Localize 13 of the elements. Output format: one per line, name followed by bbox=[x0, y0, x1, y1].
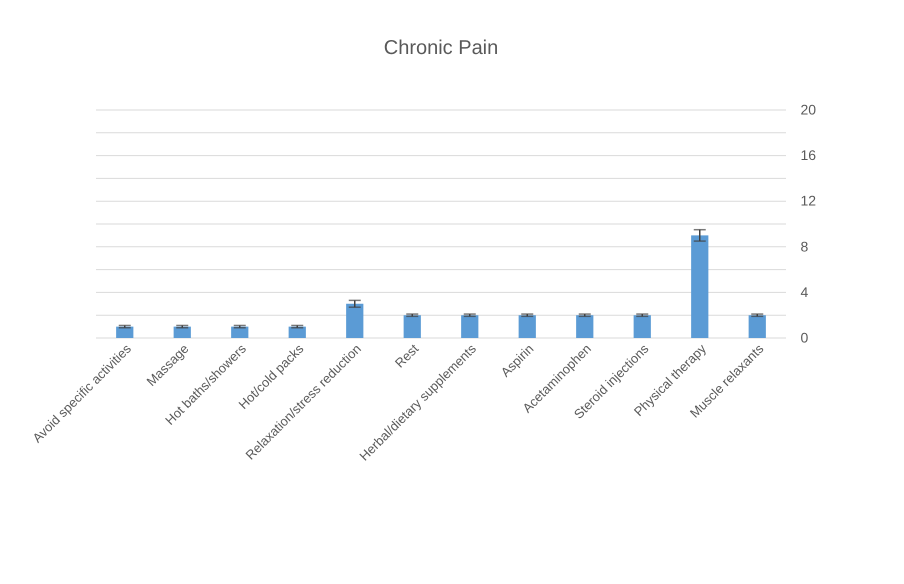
bar bbox=[174, 326, 191, 338]
bar bbox=[288, 326, 306, 338]
bar bbox=[346, 304, 364, 338]
y-tick-label: 4 bbox=[800, 284, 808, 300]
y-tick-label: 8 bbox=[800, 238, 808, 254]
y-tick-label: 16 bbox=[800, 147, 816, 164]
bar bbox=[231, 326, 248, 338]
bar bbox=[691, 235, 708, 338]
y-tick-label: 12 bbox=[800, 192, 816, 209]
chart-title: Chronic Pain bbox=[384, 37, 498, 59]
y-tick-label: 0 bbox=[800, 330, 808, 346]
bar bbox=[116, 326, 134, 338]
y-tick-label: 20 bbox=[800, 102, 816, 118]
